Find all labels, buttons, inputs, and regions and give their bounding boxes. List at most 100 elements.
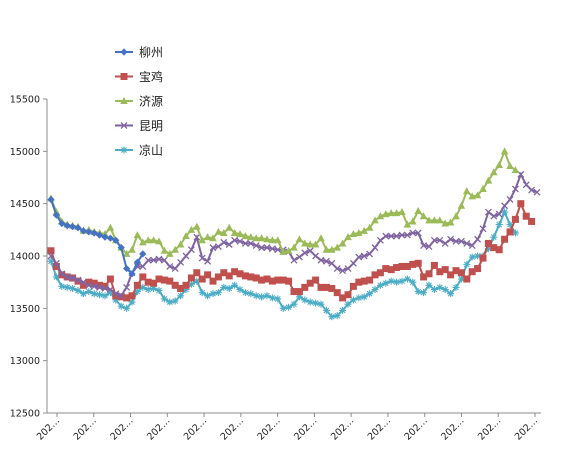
data-point (392, 209, 401, 217)
data-point (420, 273, 428, 281)
data-point (452, 237, 460, 245)
data-point (463, 187, 471, 195)
y-tick-label: 15500 (10, 95, 40, 106)
series-0 (47, 195, 147, 278)
data-point (317, 234, 325, 242)
x-tick-label: 202… (72, 415, 99, 442)
data-point (96, 291, 104, 299)
data-point (47, 257, 55, 265)
data-point (366, 250, 374, 258)
data-point (322, 283, 330, 291)
data-point (338, 239, 347, 247)
data-point (473, 191, 482, 199)
data-point (490, 233, 498, 241)
data-point (128, 298, 136, 306)
data-point (349, 296, 357, 304)
data-point (123, 283, 131, 291)
data-point (398, 208, 406, 216)
data-point (220, 283, 228, 291)
data-point (155, 255, 163, 263)
data-point (106, 289, 114, 297)
data-point (258, 276, 266, 284)
data-point (58, 270, 66, 278)
data-point (360, 293, 368, 301)
data-point (187, 280, 195, 288)
data-point (398, 277, 406, 285)
data-point (274, 236, 282, 244)
data-point (236, 237, 244, 245)
data-point (344, 291, 352, 299)
data-point (252, 242, 260, 249)
data-point (495, 221, 503, 229)
data-point (268, 236, 277, 244)
data-point (403, 262, 411, 270)
data-point (149, 236, 158, 244)
data-point (387, 277, 395, 285)
data-point (52, 273, 60, 281)
data-point (506, 221, 514, 229)
data-point (371, 244, 379, 252)
data-point (268, 245, 276, 253)
data-point (187, 225, 196, 233)
data-point (495, 210, 503, 218)
data-point (198, 254, 206, 262)
data-point (225, 223, 233, 231)
data-point (47, 195, 55, 204)
legend-label: 凉山 (139, 143, 163, 158)
x-tick-label: 202… (108, 415, 135, 442)
data-point (166, 263, 174, 270)
data-point (511, 166, 520, 174)
data-point (150, 279, 158, 287)
legend-marker (120, 48, 128, 56)
data-point (182, 281, 190, 289)
legend-label: 柳州 (139, 46, 163, 60)
data-point (376, 269, 384, 277)
x-tick-label: 202… (402, 415, 429, 442)
data-point (241, 232, 250, 240)
data-point (349, 282, 357, 290)
data-point (252, 274, 260, 282)
data-point (69, 274, 77, 282)
data-point (441, 285, 449, 293)
data-point (128, 270, 136, 278)
data-point (123, 304, 131, 312)
data-point (63, 283, 71, 291)
x-tick-label: 202… (513, 415, 540, 442)
data-point (241, 289, 249, 297)
legend-label: 宝鸡 (139, 69, 163, 84)
data-point (479, 254, 487, 262)
data-point (290, 288, 298, 296)
data-point (144, 236, 152, 244)
x-tick-label: 202… (219, 415, 246, 442)
data-point (171, 245, 179, 253)
data-point (430, 216, 439, 224)
data-point (403, 220, 412, 228)
data-point (274, 295, 282, 303)
data-point (133, 288, 141, 296)
data-point (409, 278, 417, 286)
data-point (495, 160, 503, 168)
data-point (430, 236, 438, 244)
data-point (333, 312, 341, 320)
data-point (220, 269, 228, 277)
data-point (220, 238, 228, 246)
data-point (79, 281, 87, 289)
data-point (382, 279, 390, 287)
data-point (133, 258, 141, 266)
data-point (268, 294, 276, 302)
data-point (452, 283, 460, 291)
data-point (155, 287, 163, 295)
data-point (85, 288, 93, 296)
data-point (506, 228, 514, 236)
data-point (409, 229, 417, 237)
data-point (79, 278, 87, 286)
data-point (231, 281, 239, 289)
data-point (204, 271, 212, 279)
data-point (371, 271, 379, 279)
data-point (511, 215, 519, 223)
data-point (74, 287, 82, 295)
data-point (311, 240, 320, 248)
data-point (63, 273, 71, 281)
